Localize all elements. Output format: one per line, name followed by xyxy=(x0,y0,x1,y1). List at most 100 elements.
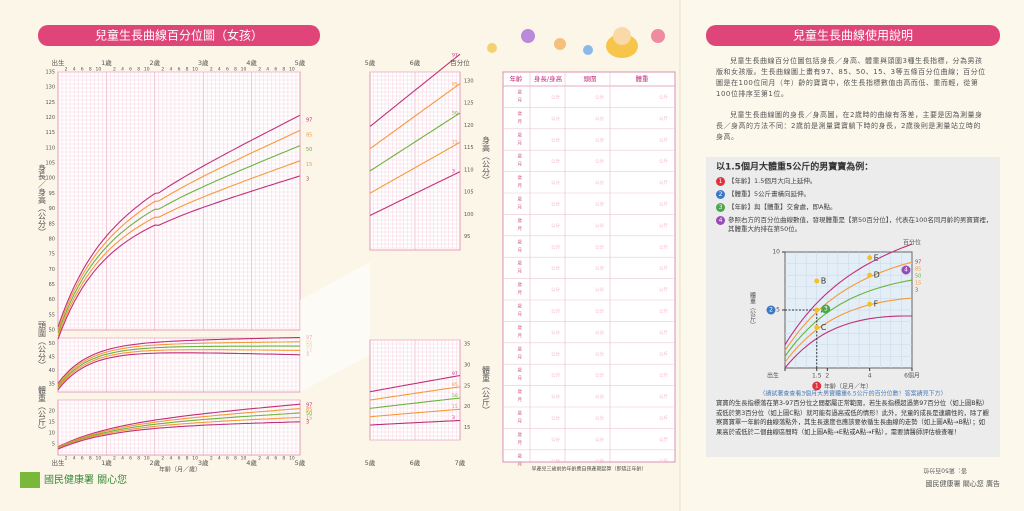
height-curve xyxy=(369,141,461,194)
row-unit: 公斤 xyxy=(659,457,668,464)
row-age: 歲 xyxy=(518,388,523,395)
y-tick-label: 125 xyxy=(45,100,55,106)
month-tick: 4 xyxy=(266,456,269,462)
month-tick: 8 xyxy=(234,67,237,73)
point-label: F xyxy=(874,300,879,309)
age-label: 3歲 xyxy=(198,458,209,467)
y-tick-label: 25 xyxy=(464,383,470,389)
row-unit: 公分 xyxy=(551,179,560,186)
point xyxy=(867,272,873,278)
month-tick: 6 xyxy=(274,456,277,462)
month-tick: 2 xyxy=(65,456,68,462)
month-tick: 8 xyxy=(89,67,92,73)
row-unit: 公分 xyxy=(595,222,604,229)
y-axis-label: 體重（公斤） xyxy=(38,385,47,434)
row-unit: 公斤 xyxy=(659,115,668,122)
x-tick-label: 出生 xyxy=(767,372,779,380)
y-tick-label: 90 xyxy=(49,206,55,212)
y-tick-label: 75 xyxy=(49,252,55,258)
percentile-label: 15 xyxy=(306,415,312,421)
age-label: 4歲 xyxy=(246,458,257,467)
month-tick: 6 xyxy=(274,67,277,73)
month-tick: 4 xyxy=(218,456,221,462)
y-tick-label: 115 xyxy=(45,130,55,136)
row-unit: 公分 xyxy=(595,201,604,208)
age-label: 6歲 xyxy=(410,458,421,467)
y-axis-label: 身高（公分） xyxy=(482,135,491,184)
month-tick: 2 xyxy=(113,67,116,73)
point xyxy=(814,324,820,330)
age-label: 7歲 xyxy=(455,458,466,467)
point xyxy=(867,255,873,261)
month-tick: 2 xyxy=(65,67,68,73)
month-tick: 4 xyxy=(169,67,172,73)
month-tick: 10 xyxy=(95,67,101,73)
y-tick-label: 105 xyxy=(464,190,474,196)
point-label: D xyxy=(874,271,880,280)
y-tick-label: 35 xyxy=(464,342,470,348)
y-tick-label: 45 xyxy=(49,354,55,360)
point xyxy=(814,278,820,284)
paragraph: 兒童生長曲線百分位圖包括身長／身高、體重與頭圍3種生長指標，分為男孩版和女孩版。… xyxy=(716,57,986,98)
mini-curve xyxy=(784,243,913,346)
y-tick-label: 135 xyxy=(45,70,55,76)
y-tick-label: 115 xyxy=(464,145,474,151)
percentile-label: 97 xyxy=(452,52,458,58)
y-tick-label: 5 xyxy=(776,307,780,314)
y-tick-label: 35 xyxy=(49,381,55,387)
row-unit: 公分 xyxy=(595,179,604,186)
step-number: 3 xyxy=(716,203,725,212)
point-label: E xyxy=(874,253,879,262)
row-unit: 公分 xyxy=(595,393,604,400)
y-axis-label: 體重（公斤） xyxy=(482,365,491,414)
percentile-label: 15 xyxy=(452,404,458,410)
head-curve xyxy=(57,336,301,384)
row-age: 歲 xyxy=(518,89,523,96)
y-tick-label: 10 xyxy=(49,431,55,437)
head-curve xyxy=(57,341,300,386)
month-tick: 4 xyxy=(121,456,124,462)
weight-curve xyxy=(370,419,461,426)
left-title: 兒童生長曲線百分位圖（女孩） xyxy=(95,28,263,43)
weight-curve xyxy=(57,412,301,449)
month-tick: 10 xyxy=(289,67,295,73)
month-tick: 10 xyxy=(192,67,198,73)
row-unit: 公斤 xyxy=(659,265,668,272)
month-tick: 4 xyxy=(73,456,76,462)
month-tick: 4 xyxy=(73,67,76,73)
height-curve xyxy=(57,160,301,337)
row-age: 歲 xyxy=(518,303,523,310)
row-age: 歲 xyxy=(518,410,523,417)
month-tick: 2 xyxy=(210,456,213,462)
row-unit: 公斤 xyxy=(659,329,668,336)
y-tick-label: 50 xyxy=(49,328,55,334)
row-age: 月 xyxy=(518,205,523,211)
age-label: 出生 xyxy=(52,458,66,467)
percentile-label: 97 xyxy=(915,260,921,266)
y-tick-label: 20 xyxy=(464,404,470,410)
step-marker-label: 1 xyxy=(815,383,819,390)
row-age: 月 xyxy=(518,140,523,146)
weight-curve xyxy=(57,416,301,450)
month-tick: 10 xyxy=(241,456,247,462)
y-tick-label: 130 xyxy=(45,85,55,91)
row-age: 歲 xyxy=(518,452,523,459)
row-unit: 公分 xyxy=(551,136,560,143)
weight-curve xyxy=(369,386,461,401)
flowers xyxy=(487,27,665,58)
row-unit: 公分 xyxy=(551,158,560,165)
row-unit: 公分 xyxy=(551,243,560,250)
row-unit: 公斤 xyxy=(659,243,668,250)
box-title: 以1.5個月大體重5公斤的男寶寶為例： xyxy=(716,161,873,173)
right-title: 兒童生長曲線使用說明 xyxy=(793,28,913,43)
row-unit: 公斤 xyxy=(659,222,668,229)
connector xyxy=(300,262,370,392)
percentile-label: 15 xyxy=(915,281,921,287)
age-label: 1歲 xyxy=(101,58,112,67)
month-tick: 8 xyxy=(89,456,92,462)
mini-curve xyxy=(784,297,913,363)
step-number: 1 xyxy=(716,177,725,186)
y-tick-label: 120 xyxy=(45,115,55,121)
mini-curve xyxy=(784,315,912,369)
